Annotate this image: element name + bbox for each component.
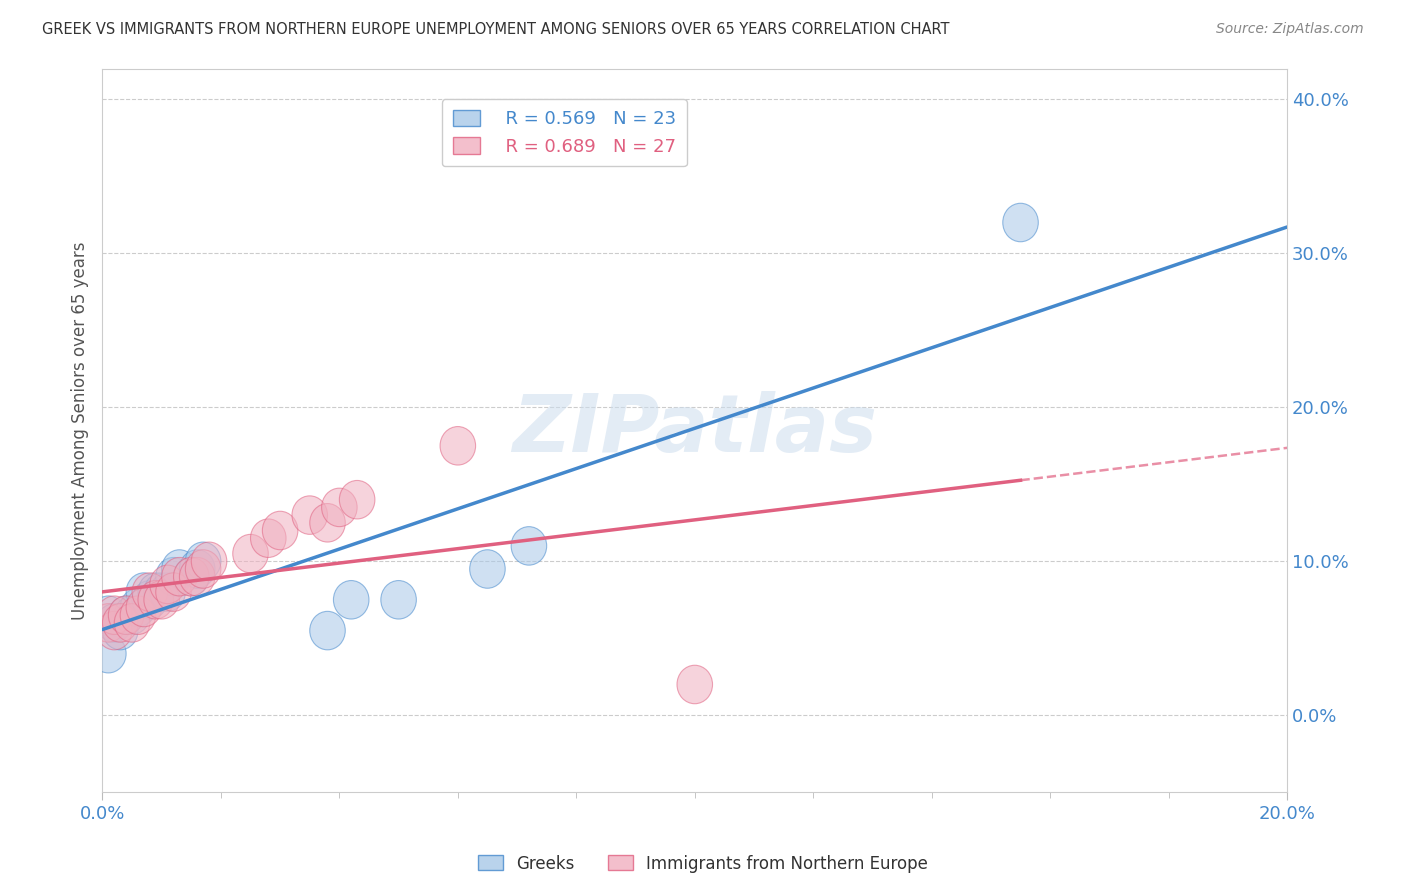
Ellipse shape xyxy=(97,604,132,642)
Legend:   R = 0.569   N = 23,   R = 0.689   N = 27: R = 0.569 N = 23, R = 0.689 N = 27 xyxy=(441,99,688,167)
Ellipse shape xyxy=(114,596,150,634)
Ellipse shape xyxy=(173,558,209,596)
Ellipse shape xyxy=(90,634,127,673)
Ellipse shape xyxy=(186,542,221,581)
Ellipse shape xyxy=(127,573,162,611)
Legend: Greeks, Immigrants from Northern Europe: Greeks, Immigrants from Northern Europe xyxy=(471,848,935,880)
Ellipse shape xyxy=(309,504,346,542)
Ellipse shape xyxy=(292,496,328,534)
Ellipse shape xyxy=(470,549,505,588)
Ellipse shape xyxy=(233,534,269,573)
Ellipse shape xyxy=(173,558,209,596)
Text: Source: ZipAtlas.com: Source: ZipAtlas.com xyxy=(1216,22,1364,37)
Ellipse shape xyxy=(97,596,132,634)
Ellipse shape xyxy=(90,596,127,634)
Ellipse shape xyxy=(191,542,226,581)
Ellipse shape xyxy=(180,558,215,596)
Ellipse shape xyxy=(162,558,197,596)
Ellipse shape xyxy=(138,581,173,619)
Ellipse shape xyxy=(162,549,197,588)
Ellipse shape xyxy=(138,573,173,611)
Ellipse shape xyxy=(143,573,180,611)
Ellipse shape xyxy=(381,581,416,619)
Text: GREEK VS IMMIGRANTS FROM NORTHERN EUROPE UNEMPLOYMENT AMONG SENIORS OVER 65 YEAR: GREEK VS IMMIGRANTS FROM NORTHERN EUROPE… xyxy=(42,22,949,37)
Ellipse shape xyxy=(263,511,298,549)
Ellipse shape xyxy=(108,596,143,634)
Ellipse shape xyxy=(339,481,375,519)
Ellipse shape xyxy=(114,604,150,642)
Ellipse shape xyxy=(333,581,368,619)
Ellipse shape xyxy=(186,549,221,588)
Text: ZIPatlas: ZIPatlas xyxy=(512,392,877,469)
Ellipse shape xyxy=(132,581,167,619)
Ellipse shape xyxy=(322,488,357,526)
Ellipse shape xyxy=(250,519,285,558)
Ellipse shape xyxy=(156,573,191,611)
Ellipse shape xyxy=(309,611,346,650)
Ellipse shape xyxy=(120,588,156,627)
Ellipse shape xyxy=(512,526,547,566)
Ellipse shape xyxy=(103,611,138,650)
Ellipse shape xyxy=(108,596,143,634)
Ellipse shape xyxy=(1002,203,1038,242)
Ellipse shape xyxy=(132,573,167,611)
Ellipse shape xyxy=(143,581,180,619)
Ellipse shape xyxy=(90,604,127,642)
Ellipse shape xyxy=(97,611,132,650)
Ellipse shape xyxy=(150,573,186,611)
Ellipse shape xyxy=(156,558,191,596)
Ellipse shape xyxy=(440,426,475,465)
Ellipse shape xyxy=(103,604,138,642)
Ellipse shape xyxy=(127,588,162,627)
Ellipse shape xyxy=(120,596,156,634)
Ellipse shape xyxy=(150,566,186,604)
Ellipse shape xyxy=(678,665,713,704)
Y-axis label: Unemployment Among Seniors over 65 years: Unemployment Among Seniors over 65 years xyxy=(72,241,89,620)
Ellipse shape xyxy=(180,549,215,588)
